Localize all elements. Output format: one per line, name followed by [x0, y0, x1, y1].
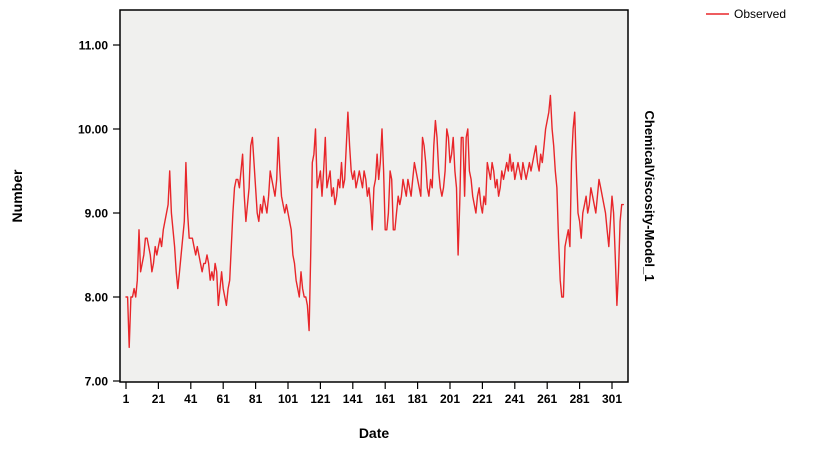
x-tick-label: 21 — [152, 392, 166, 406]
x-tick-label: 141 — [343, 392, 363, 406]
x-tick-label: 241 — [505, 392, 525, 406]
y-tick-label: 9.00 — [85, 207, 109, 221]
x-tick-label: 61 — [217, 392, 231, 406]
y-tick-label: 11.00 — [79, 39, 109, 53]
observed-series-line — [125, 94, 624, 349]
legend: Observed — [706, 7, 786, 21]
x-tick-label: 101 — [278, 392, 298, 406]
x-tick-label: 281 — [570, 392, 590, 406]
y-tick-label: 10.00 — [78, 123, 108, 137]
x-tick-label: 121 — [310, 392, 330, 406]
x-tick-label: 81 — [249, 392, 263, 406]
panel-model-label: ChemicalViscosity-Model_1 — [642, 111, 657, 282]
x-tick-label: 221 — [472, 392, 492, 406]
x-tick-label: 301 — [602, 392, 622, 406]
x-tick-label: 201 — [440, 392, 460, 406]
x-axis-title: Date — [359, 425, 390, 441]
x-tick-label: 1 — [123, 392, 130, 406]
x-tick-label: 41 — [184, 392, 198, 406]
y-axis-ticks: 7.00 8.00 9.00 10.00 11.00 — [78, 39, 120, 389]
y-axis-title: Number — [9, 169, 25, 222]
x-tick-label: 261 — [537, 392, 557, 406]
y-tick-label: 7.00 — [85, 375, 109, 389]
x-tick-label: 161 — [375, 392, 395, 406]
y-tick-label: 8.00 — [85, 291, 109, 305]
legend-label: Observed — [734, 7, 786, 21]
x-tick-label: 181 — [408, 392, 428, 406]
x-axis-ticks: 1 21 41 61 81 101 121 141 161 181 201 221 241 261 281 3… — [123, 382, 622, 406]
